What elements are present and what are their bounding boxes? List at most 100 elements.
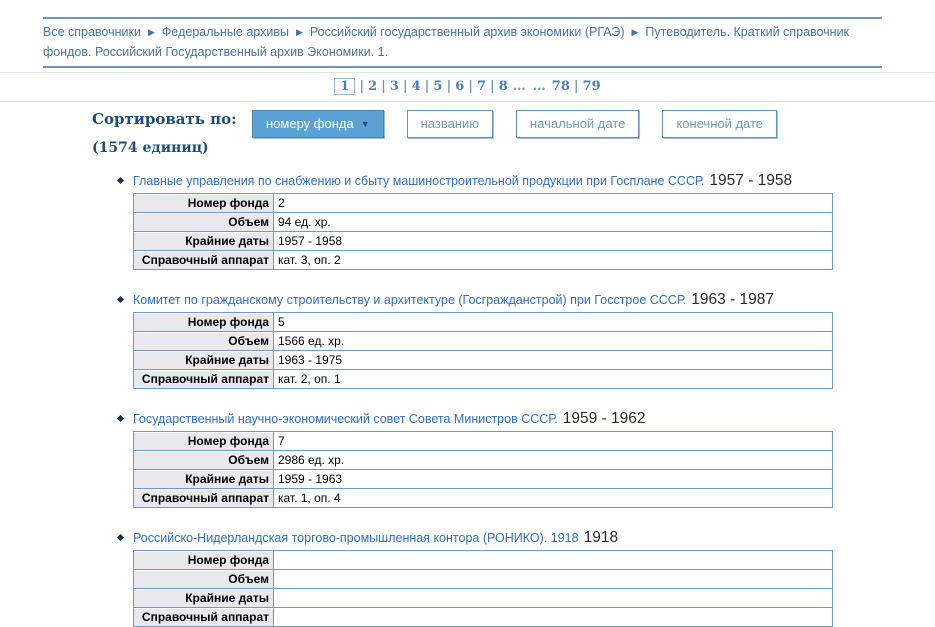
table-row: Крайние даты 1963 - 1975	[133, 350, 833, 370]
table-row: Объем 94 ед. хр.	[133, 212, 833, 232]
field-label: Номер фонда	[133, 550, 274, 570]
field-value: 2986 ед. хр.	[273, 450, 833, 470]
pagination: 1 | 2 | 3 | 4 | 5 | 6 | 7 | 8…… 78 | 79	[0, 72, 935, 102]
field-label: Объем	[133, 450, 274, 470]
sort-by-label: Сортировать по:	[92, 110, 237, 128]
fond-title-link[interactable]: Комитет по гражданскому строительству и …	[133, 293, 687, 307]
sort-button-inactive[interactable]: конечной дате	[662, 110, 778, 138]
field-value: кат. 1, оп. 4	[273, 488, 833, 508]
field-label: Крайние даты	[133, 469, 274, 489]
pagination-page-link[interactable]: 79	[582, 79, 601, 94]
results-count: (1574 единиц)	[92, 140, 209, 156]
fond-years: 1957 - 1958	[709, 172, 793, 189]
field-label: Номер фонда	[133, 312, 274, 332]
pagination-separator: |	[424, 79, 430, 94]
pagination-page-link[interactable]: 4	[411, 79, 421, 94]
field-value	[273, 569, 833, 589]
dropdown-arrow-icon: ▼	[360, 119, 370, 129]
fond-list: Главные управления по снабжению и сбыту …	[116, 171, 935, 627]
fond-item: Российско-Нидерландская торгово-промышле…	[116, 528, 935, 627]
fond-years: 1918	[583, 529, 619, 546]
breadcrumb-link[interactable]: Путеводитель. Краткий справочник фондов.…	[43, 25, 850, 59]
pagination-page-link[interactable]: 78	[551, 79, 570, 94]
fond-title-link[interactable]: Главные управления по снабжению и сбыту …	[133, 174, 705, 188]
fond-years: 1959 - 1962	[562, 410, 646, 427]
field-value: 1957 - 1958	[273, 231, 833, 251]
pagination-separator: |	[446, 79, 452, 94]
sort-section: Сортировать по: (1574 единиц) номеру фон…	[92, 110, 935, 156]
field-value: кат. 2, оп. 1	[273, 369, 833, 389]
pagination-separator: |	[468, 79, 473, 94]
pagination-separator: |	[490, 79, 495, 94]
table-row: Крайние даты 1957 - 1958	[133, 231, 833, 251]
field-label: Справочный аппарат	[133, 607, 274, 627]
fond-details-table: Номер фонда 7 Объем 2986 ед. хр. Крайние дат…	[133, 431, 833, 508]
pagination-separator: |	[359, 79, 365, 94]
pagination-page-link[interactable]: 6	[455, 79, 465, 94]
fond-years: 1963 - 1987	[691, 291, 775, 308]
table-row: Номер фонда 2	[133, 193, 833, 213]
fond-item: Главные управления по снабжению и сбыту …	[116, 171, 935, 270]
pagination-separator: |	[573, 79, 579, 94]
field-value	[273, 550, 833, 570]
table-row: Справочный аппарат кат. 2, оп. 1	[133, 369, 833, 389]
archive-catalog-page: { "breadcrumb": { "separator": "\u25B6",…	[0, 17, 935, 627]
table-row: Объем	[133, 569, 833, 589]
breadcrumb: Все справочники ▶ Федеральные архивы ▶ Росси…	[43, 17, 882, 68]
table-row: Крайние даты	[133, 588, 833, 608]
field-label: Справочный аппарат	[133, 369, 274, 389]
field-value: 94 ед. хр.	[273, 212, 833, 232]
pagination-page-link[interactable]: 7	[476, 79, 487, 94]
bullet-diamond-icon	[116, 533, 125, 542]
field-label: Номер фонда	[133, 431, 274, 451]
bullet-diamond-icon	[116, 295, 125, 304]
fond-details-table: Номер фонда 5 Объем 1566 ед. хр. Крайние дат…	[133, 312, 833, 389]
field-value: 1959 - 1963	[273, 469, 833, 489]
pagination-page-link[interactable]: 2	[368, 79, 378, 94]
table-row: Номер фонда 5	[133, 312, 833, 332]
fond-details-table: Номер фонда 2 Объем 94 ед. хр. Крайние даты 1…	[133, 193, 833, 270]
field-label: Объем	[133, 331, 274, 351]
field-value: 2	[273, 193, 833, 213]
field-label: Справочный аппарат	[133, 250, 274, 270]
field-label: Объем	[133, 212, 274, 232]
bullet-diamond-icon	[116, 414, 125, 423]
fond-title-row: Государственный научно-экономический сов…	[116, 409, 935, 429]
pagination-ellipsis: …	[512, 79, 527, 94]
field-value	[273, 588, 833, 608]
fond-title-link[interactable]: Государственный научно-экономический сов…	[133, 412, 558, 426]
sort-button-inactive[interactable]: названию	[406, 110, 494, 138]
fond-item: Государственный научно-экономический сов…	[116, 409, 935, 508]
field-value: 1963 - 1975	[273, 350, 833, 370]
fond-title-row: Российско-Нидерландская торгово-промышле…	[116, 528, 935, 548]
fond-title-link[interactable]: Российско-Нидерландская торгово-промышле…	[133, 531, 579, 545]
breadcrumb-link[interactable]: Все справочники	[43, 25, 141, 39]
field-label: Объем	[133, 569, 274, 589]
sort-left-column: Сортировать по: (1574 единиц)	[92, 110, 252, 156]
field-label: Крайние даты	[133, 350, 274, 370]
field-label: Крайние даты	[133, 588, 274, 608]
breadcrumb-link[interactable]: Российский государственный архив экономи…	[309, 25, 625, 39]
sort-button-active[interactable]: номеру фонда ▼	[252, 110, 384, 138]
sort-buttons: номеру фонда ▼ названию начальной дате конеч…	[252, 110, 800, 138]
pagination-page-link[interactable]: 5	[433, 79, 443, 94]
pagination-ellipsis: …	[532, 79, 547, 94]
breadcrumb-arrow-icon: ▶	[295, 27, 303, 37]
table-row: Объем 1566 ед. хр.	[133, 331, 833, 351]
breadcrumb-link[interactable]: Федеральные архивы	[161, 25, 289, 39]
table-row: Крайние даты 1959 - 1963	[133, 469, 833, 489]
sort-button-inactive[interactable]: начальной дате	[516, 110, 640, 138]
pagination-page-link[interactable]: 3	[389, 79, 399, 94]
pagination-page-link[interactable]: 8	[498, 79, 508, 94]
field-label: Крайние даты	[133, 231, 274, 251]
field-value: 5	[273, 312, 833, 332]
breadcrumb-arrow-icon: ▶	[631, 27, 639, 37]
bullet-diamond-icon	[116, 176, 125, 185]
field-label: Номер фонда	[133, 193, 274, 213]
field-value: кат. 3, оп. 2	[273, 250, 833, 270]
fond-title-row: Главные управления по снабжению и сбыту …	[116, 171, 935, 191]
table-row: Справочный аппарат кат. 3, оп. 2	[133, 250, 833, 270]
field-label: Справочный аппарат	[133, 488, 274, 508]
fond-item: Комитет по гражданскому строительству и …	[116, 290, 935, 389]
field-value: 1566 ед. хр.	[273, 331, 833, 351]
